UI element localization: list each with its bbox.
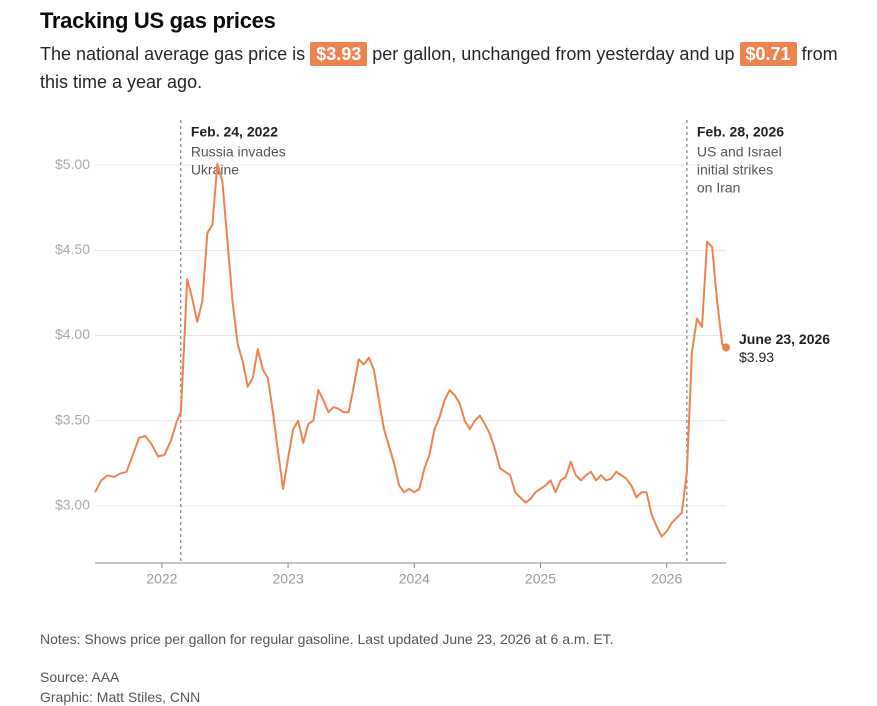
subtitle-text: from this time a year ago. (40, 44, 838, 92)
price-badge: $3.93 (310, 42, 368, 66)
event-text: on Iran (697, 180, 741, 196)
y-tick-label: $5.00 (55, 156, 90, 172)
header: Tracking US gas prices The national aver… (40, 8, 860, 96)
event-text: Ukraine (191, 162, 239, 178)
x-tick-label: 2025 (525, 571, 556, 587)
x-tick-label: 2022 (146, 571, 177, 587)
y-tick-label: $3.00 (55, 497, 90, 513)
x-tick-label: 2026 (651, 571, 682, 587)
subtitle: The national average gas price is $3.93 … (40, 40, 860, 96)
credit: Graphic: Matt Stiles, CNN (40, 689, 201, 705)
event-text: initial strikes (697, 162, 773, 178)
y-tick-label: $4.00 (55, 326, 90, 342)
end-dot (722, 343, 730, 352)
event-date: Feb. 28, 2026 (697, 124, 784, 140)
y-tick-label: $3.50 (55, 411, 90, 427)
subtitle-text: per gallon, unchanged from yesterday and… (372, 44, 735, 64)
event-text: US and Israel (697, 144, 782, 160)
event-text: Russia invades (191, 144, 286, 160)
change-badge: $0.71 (739, 42, 797, 66)
x-tick-label: 2023 (273, 571, 304, 587)
price-line (94, 162, 727, 538)
title: Tracking US gas prices (40, 8, 276, 33)
end-value: $3.93 (739, 349, 774, 365)
event-date: Feb. 24, 2022 (191, 124, 278, 140)
end-date: June 23, 2026 (739, 331, 830, 347)
x-tick-label: 2024 (399, 571, 430, 587)
y-tick-label: $4.50 (55, 241, 90, 257)
notes: Notes: Shows price per gallon for regula… (40, 631, 614, 647)
subtitle-text: The national average gas price is (40, 44, 306, 64)
source: Source: AAA (40, 669, 120, 685)
